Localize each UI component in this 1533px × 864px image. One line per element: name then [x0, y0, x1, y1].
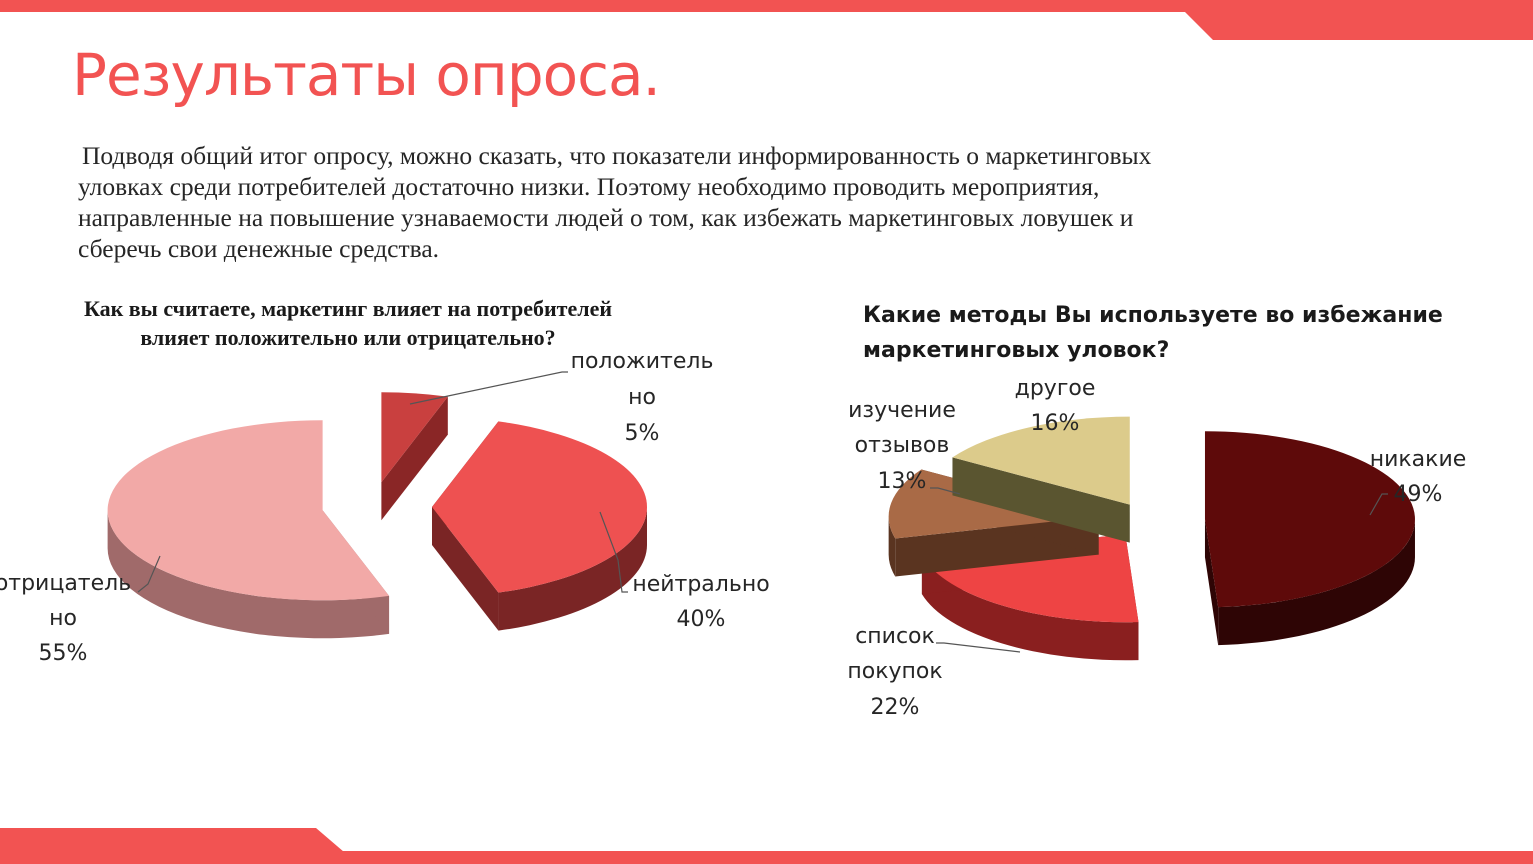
pie-slice-нейтрально: [432, 421, 648, 593]
leader-line-neutral: [599, 511, 628, 593]
leader-line-reviews: [930, 487, 961, 495]
bottom-accent-tab: [0, 828, 344, 852]
pie-slice-cut-нейтрально-end: [432, 507, 499, 631]
top-accent-bar: [0, 0, 1533, 12]
pie-slice-side-никакие: [1218, 519, 1415, 646]
bottom-accent-bar: [0, 851, 1533, 864]
intro-line: сберечь свои денежные средства.: [78, 234, 440, 263]
slice-label-shopping-list-line: покупок: [847, 659, 942, 684]
chart1-title-line: влияет положительно или отрицательно?: [140, 325, 555, 350]
slice-label-positive-line: положитель: [571, 349, 714, 374]
slice-label-reviews-line: изучение: [848, 398, 956, 423]
slice-label-shopping-list-line: список: [855, 624, 935, 649]
leader-line-positive: [409, 371, 568, 405]
slice-label-negative-line: отрицатель: [0, 571, 131, 596]
pie-slice-side-список-покупок: [921, 556, 1139, 661]
slice-label-neutral-line: 40%: [677, 607, 726, 632]
slice-label-negative-line: 55%: [39, 641, 88, 666]
pie-slice-side-нейтрально: [498, 507, 647, 631]
slice-label-positive-line: но: [628, 385, 656, 410]
chart2-title-line: Какие методы Вы используете во избежание: [863, 303, 1443, 328]
leader-line-none: [1369, 493, 1388, 516]
pie-slice-другое: [952, 416, 1130, 505]
pie-slice-отрицательно: [107, 420, 390, 601]
intro-paragraph: Подводя общий итог опросу, можно сказать…: [78, 140, 1308, 264]
slice-label-neutral-line: нейтрально: [632, 572, 769, 597]
intro-line: направленные на повышение узнаваемости л…: [78, 203, 1134, 232]
chart1-title-line: Как вы считаете, маркетинг влияет на пот…: [84, 296, 612, 321]
pie-slice-cut-положительно-end: [381, 396, 448, 521]
slice-label-other-line: другое: [1015, 376, 1096, 401]
slide-title: Результаты опроса.: [72, 41, 661, 109]
top-accent-tab: [1183, 10, 1533, 40]
slice-label-none-line: 49%: [1394, 482, 1443, 507]
pie-slice-никакие: [1204, 431, 1415, 608]
pie-slice-положительно: [381, 392, 448, 483]
leader-line-negative: [137, 555, 161, 593]
pie-slice-cut-никакие-end: [1204, 519, 1219, 646]
pie-slice-cut-другое-start: [952, 457, 1130, 543]
leader-line-shopping-list: [936, 642, 1021, 653]
slice-label-negative-line: но: [49, 606, 77, 631]
pie-slice-side-изучение-отзывов: [888, 516, 896, 577]
slice-label-none-line: никакие: [1370, 447, 1467, 472]
intro-line: Подводя общий итог опросу, можно сказать…: [82, 141, 1152, 170]
slice-label-reviews-line: отзывов: [855, 433, 950, 458]
slice-label-other-line: 16%: [1031, 411, 1080, 436]
intro-line: уловках среди потребителей достаточно ни…: [78, 172, 1100, 201]
slice-label-shopping-list-line: 22%: [871, 695, 920, 720]
chart2-title-line: маркетинговых уловок?: [863, 338, 1169, 363]
pie-slice-side-отрицательно: [107, 510, 390, 639]
slice-label-reviews-line: 13%: [878, 469, 927, 494]
slice-label-positive-line: 5%: [625, 421, 660, 446]
